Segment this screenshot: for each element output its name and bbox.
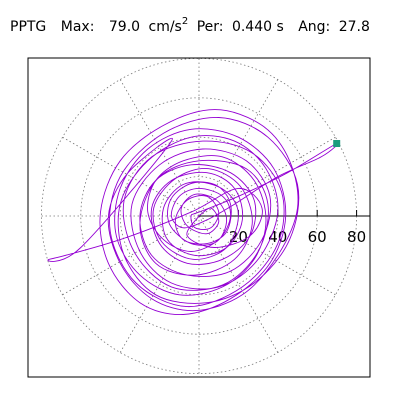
max-label: Max:: [60, 19, 95, 35]
peak-marker: [333, 140, 341, 148]
plot-frame: [27, 57, 371, 378]
x-tick-label: 60: [308, 228, 327, 246]
x-tick-label: 80: [347, 228, 366, 246]
chart-title: PPTG Max: 79.0 cm/s2 Per: 0.440 s Ang: 2…: [10, 16, 370, 35]
grid-spoke: [62, 215, 200, 296]
orbit-trace: [47, 109, 339, 315]
angle-value: 27.8: [338, 19, 370, 35]
period-label: Per:: [196, 19, 224, 35]
x-axis: 20 40 60 80: [199, 210, 370, 246]
x-tick-label: 20: [229, 228, 248, 246]
period-value: 0.440 s: [231, 19, 284, 35]
angle-label: Ang:: [298, 19, 331, 35]
max-unit-exponent: 2: [181, 16, 189, 27]
station-code: PPTG: [10, 19, 47, 35]
trace-layer: [47, 109, 339, 315]
max-unit: cm/s: [148, 19, 182, 35]
marker-layer: [333, 140, 341, 148]
max-value: 79.0: [108, 19, 141, 35]
